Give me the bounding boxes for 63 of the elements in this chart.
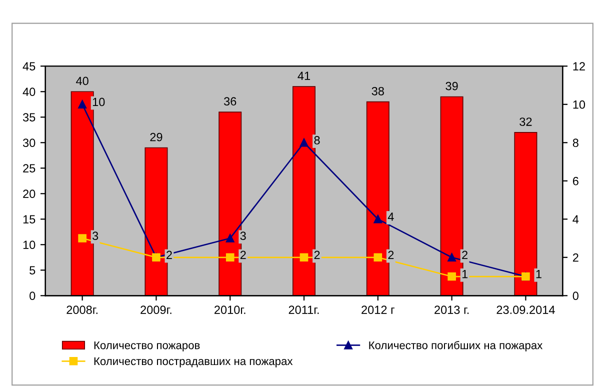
y-tick-label: 10: [23, 240, 36, 250]
y2-tick-label: 0: [572, 292, 578, 300]
data-label: 2: [388, 250, 394, 260]
y2-tick-label: 4: [572, 215, 579, 224]
y-tick-label: 30: [22, 138, 36, 148]
x-tick-label: 2011г.: [288, 306, 319, 314]
data-label: 38: [372, 86, 384, 96]
data-label: 29: [150, 132, 162, 142]
data-label: 2: [314, 250, 320, 260]
bar: [366, 101, 390, 296]
y2-tick-label: 12: [573, 62, 585, 70]
bar: [440, 96, 464, 296]
point: [300, 253, 308, 262]
bar: [218, 112, 242, 296]
point: [300, 138, 308, 147]
point: [226, 234, 234, 242]
point: [78, 234, 86, 242]
point: [374, 214, 382, 224]
bar: [514, 132, 538, 296]
bar: [144, 147, 168, 296]
bar: [292, 86, 316, 296]
y-tick-label: 0: [30, 292, 36, 300]
data-label: 8: [314, 136, 320, 144]
point: [226, 253, 234, 262]
data-label: 10: [92, 98, 105, 106]
legend-label: Количество пожаров: [94, 341, 200, 352]
y2-tick-label: 2: [572, 253, 578, 262]
y-tick-label: 35: [22, 113, 36, 122]
bar: [70, 91, 94, 296]
point: [448, 253, 456, 262]
data-label: 41: [298, 72, 310, 80]
x-tick-label: 2009г.: [140, 306, 172, 314]
data-label: 4: [388, 212, 394, 221]
x-tick-label: 2010г.: [214, 306, 246, 314]
x-tick-label: 2012 г: [362, 306, 394, 314]
data-label: 32: [520, 118, 532, 126]
data-label: 1: [536, 270, 542, 278]
data-label: 3: [240, 232, 246, 240]
x-tick-label: 23.09.2014: [496, 306, 555, 314]
point: [374, 253, 382, 262]
data-label: 1: [462, 270, 468, 278]
x-tick-label: 2013 г.: [434, 306, 469, 314]
point: [78, 100, 86, 109]
y2-tick-label: 8: [572, 138, 578, 148]
x-tick-label: 2008г.: [66, 306, 98, 314]
data-label: 3: [92, 232, 98, 240]
y-tick-label: 25: [23, 164, 36, 173]
legend-label: Количество пострадавших на пожарах: [94, 357, 293, 368]
data-label: 39: [446, 82, 458, 90]
data-label: 36: [224, 97, 236, 106]
y2-tick-label: 10: [573, 100, 586, 109]
data-label: 2: [240, 250, 246, 260]
legend-label: Количество погибших на пожарах: [369, 340, 543, 352]
y-tick-label: 40: [22, 88, 36, 96]
y2-tick-label: 6: [572, 176, 578, 186]
y-tick-label: 15: [23, 215, 36, 224]
data-label: 2: [462, 250, 468, 260]
y-tick-label: 5: [30, 266, 36, 275]
y-tick-label: 20: [23, 190, 36, 198]
data-label: 40: [76, 76, 88, 86]
y-tick-label: 45: [22, 62, 36, 71]
point: [448, 272, 456, 281]
data-label: 2: [166, 250, 172, 260]
